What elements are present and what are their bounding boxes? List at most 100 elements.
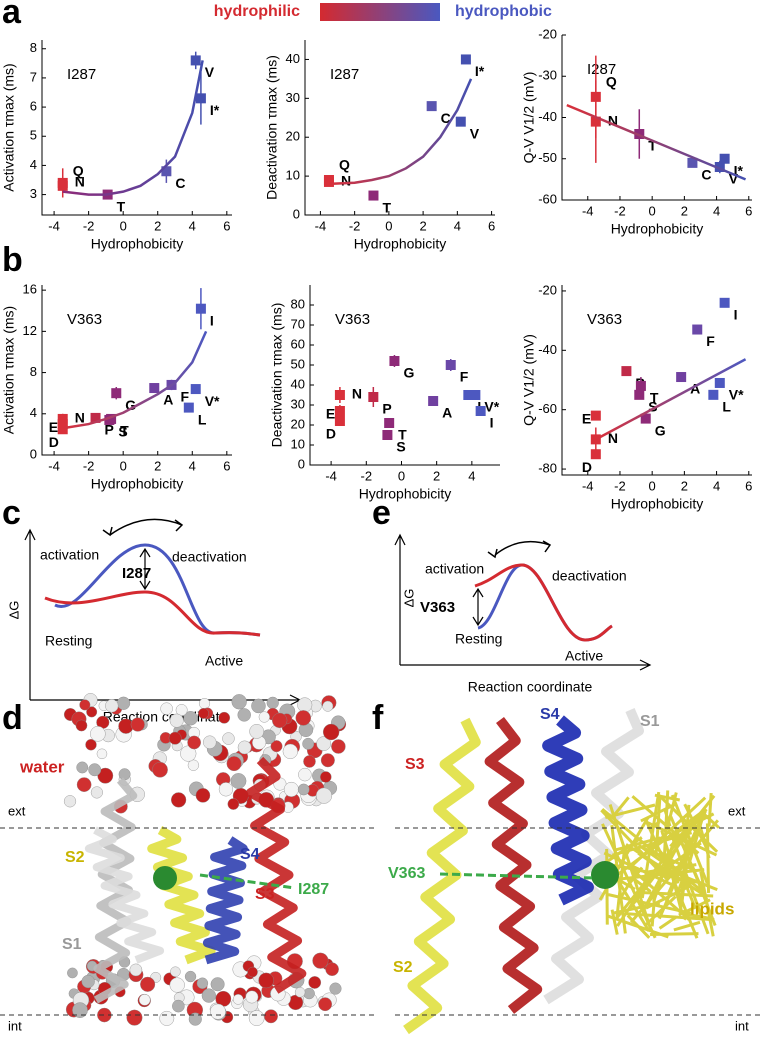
x-tick-label: -4 [48,218,60,233]
point-label: D [326,426,336,442]
water-atom [320,753,335,768]
water-atom [322,700,334,712]
lipid [627,808,708,912]
int-label: int [8,1018,22,1033]
x-tick-label: 4 [454,218,461,233]
point-label: N [608,430,618,446]
water-atom [226,756,242,772]
lipid [681,877,697,910]
point-label: C [701,167,711,183]
point-label: A [442,405,452,421]
y-tick-label: 30 [286,90,300,105]
point [183,402,194,413]
structure-image [63,693,720,1035]
x-tick-label: 4 [189,458,196,473]
water-atom [232,994,244,1005]
water-atom [169,977,185,993]
helix [484,716,543,1014]
x-axis-label: Hydrophobicity [91,236,184,252]
water-atom [270,740,283,753]
lipid [630,876,652,893]
point-label: F [460,369,469,385]
point [460,54,471,65]
point [470,390,481,400]
point-label: V* [205,393,220,409]
lipid [641,830,687,913]
lipid [673,920,701,932]
colorbar [320,3,440,21]
point-label: Q [73,163,84,179]
water-atom [245,990,259,1004]
lipid [625,912,715,922]
water-atom [297,783,310,796]
resting-label: Resting [455,631,502,647]
int-label: int [735,1018,749,1033]
x-tick-label: 2 [154,458,161,473]
diagram-y-label: ΔG [6,601,21,620]
residue-atom [591,861,619,889]
water-atom [248,1010,265,1026]
point [104,414,115,425]
y-tick-label: 7 [30,69,37,84]
water-atom [138,994,151,1006]
water-atom [187,759,200,771]
y-tick-label: 60 [291,336,305,351]
fit-line [62,60,204,196]
y-tick-label: -80 [538,461,557,476]
y-tick-label: 20 [286,129,300,144]
water-atom [140,976,156,992]
y-axis-label: Deactivation τmax (ms) [269,303,285,448]
ext-label: ext [8,803,26,818]
annotation: V363 [67,311,102,328]
point-label: E [582,410,591,426]
x-tick-label: -4 [582,478,594,493]
point-label: L [722,399,731,415]
axis [561,285,752,476]
panel-label: c [2,494,21,532]
panel-label: a [2,0,22,31]
water-atom [171,792,187,808]
x-tick-label: -2 [614,203,626,218]
y-tick-label: 16 [23,282,37,297]
water-atom [218,711,231,724]
water-atom [227,798,240,810]
y-tick-label: 12 [23,323,37,338]
point-label: C [441,110,451,126]
s4-label: S4 [240,846,260,863]
point-label: N [75,410,85,426]
point [590,410,601,421]
point-label: N [608,112,618,128]
point-label: F [706,333,715,349]
water-atom [297,697,313,713]
point-label: S [118,424,127,440]
x-tick-label: 6 [488,218,495,233]
s2-label: S2 [65,849,85,866]
y-tick-label: 30 [291,396,305,411]
point [708,389,719,400]
y-tick-label: 10 [291,436,305,451]
point [590,449,601,460]
water-atom [75,719,88,732]
x-tick-label: -4 [48,458,60,473]
lipid [600,809,669,881]
water-atom [320,771,332,783]
point [384,418,395,428]
water-atom [85,739,97,751]
y-tick-label: 0 [298,456,305,471]
point [90,412,101,423]
y-tick-label: 10 [286,168,300,183]
water-atom [170,966,181,977]
point [426,101,437,112]
water-atom [318,997,332,1012]
x-tick-label: 6 [745,478,752,493]
x-axis-label: Hydrophobicity [354,236,447,252]
point [590,116,601,127]
y-tick-label: -50 [538,150,557,165]
point [719,297,730,308]
water-atom [118,768,131,781]
water-atom [126,1009,143,1026]
colorbar-left-label: hydrophilic [214,3,300,20]
water-atom [195,788,211,803]
lipid [608,893,692,915]
